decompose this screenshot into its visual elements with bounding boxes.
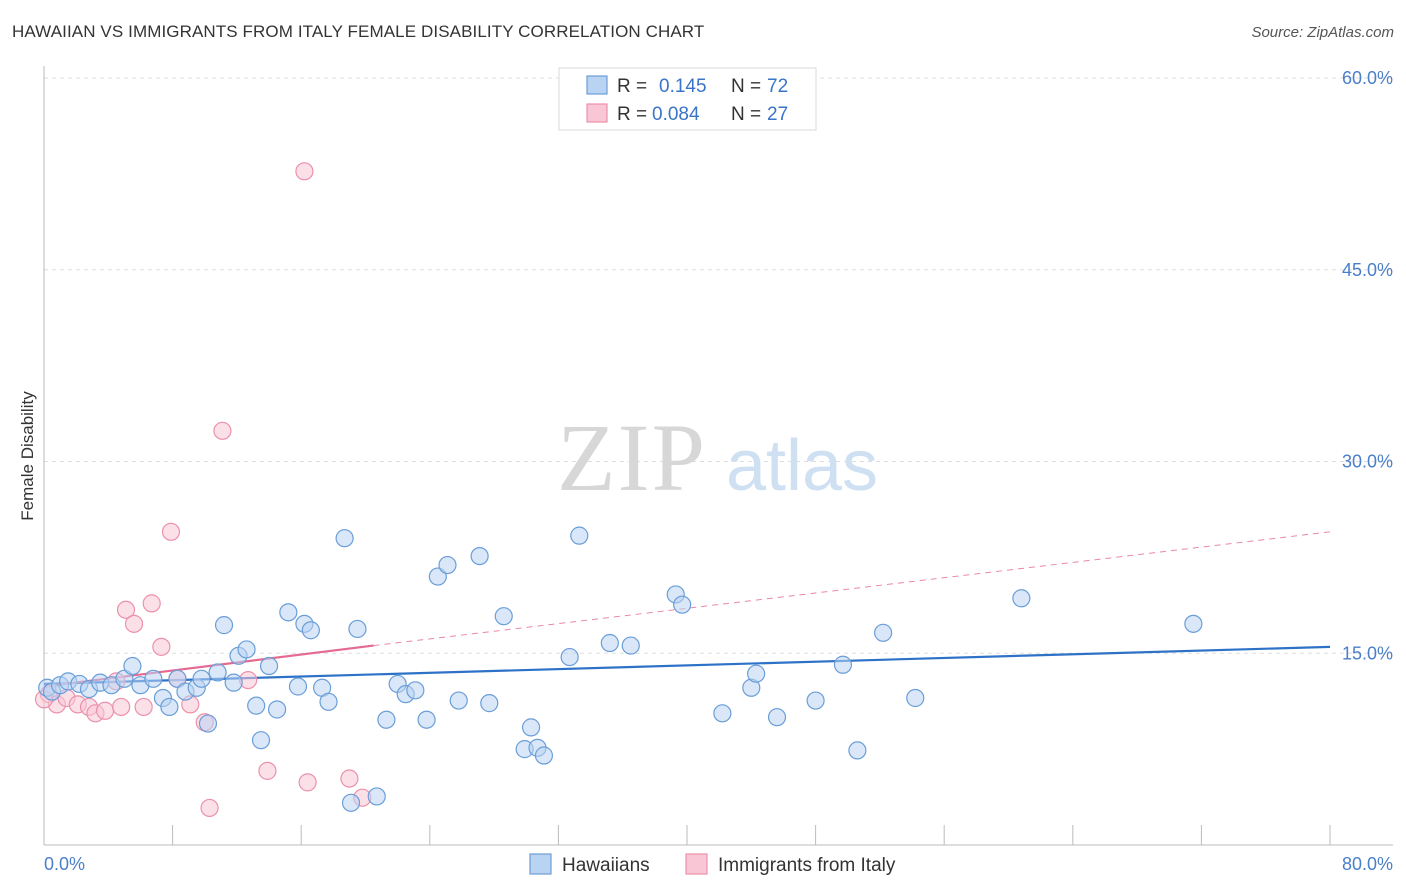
hawaiians-point-18 (198, 714, 218, 733)
hawaiians-point-46 (470, 546, 489, 566)
hawaiians-point-17 (192, 669, 211, 688)
legend-n-value-italy: 27 (767, 104, 788, 125)
hawaiians-point-37 (367, 787, 386, 806)
italy-point-18 (200, 798, 219, 818)
hawaiians-point-25 (251, 731, 271, 750)
hawaiians-point-50 (521, 718, 541, 737)
hawaiians-point-56 (621, 636, 640, 655)
source-credit: Source: ZipAtlas.com (1251, 24, 1394, 41)
legend-r-label-hawaiians: R = (617, 76, 647, 97)
hawaiians-point-64 (833, 655, 853, 674)
hawaiians-point-19 (208, 663, 227, 682)
axes (43, 66, 1393, 846)
hawaiians-point-63 (806, 691, 825, 710)
hawaiians-point-68 (1012, 589, 1031, 608)
hawaiians-point-26 (259, 656, 279, 676)
legend-n-value-hawaiians: 72 (767, 76, 788, 97)
hawaiians-point-27 (267, 700, 287, 719)
hawaiians-point-9 (123, 656, 142, 676)
legend-n-label-hawaiians: N = (731, 76, 761, 97)
y-tick-label-15: 15.0% (1342, 643, 1393, 663)
hawaiians-point-11 (144, 669, 163, 688)
hawaiians-point-23 (237, 640, 256, 659)
hawaiians-point-67 (906, 688, 925, 708)
hawaiians-point-53 (560, 647, 579, 667)
watermark: ZIP atlas (557, 404, 878, 511)
hawaiians-point-8 (115, 669, 134, 688)
hawaiians-point-41 (406, 681, 425, 700)
y-tick-label-30: 30.0% (1342, 452, 1393, 472)
legend-n-label-italy: N = (731, 104, 761, 125)
hawaiians-point-45 (449, 691, 468, 710)
hawaiians-point-69 (1184, 614, 1203, 633)
hawaiians-point-35 (341, 793, 361, 812)
hawaiians-point-31 (301, 621, 320, 640)
x-tick-label-min: 0.0% (44, 854, 85, 874)
x-tick-label-max: 80.0% (1342, 854, 1393, 874)
hawaiians-point-66 (874, 623, 893, 642)
hawaiians-point-59 (713, 704, 732, 723)
chart-title: HAWAIIAN VS IMMIGRANTS FROM ITALY FEMALE… (12, 22, 705, 41)
bottom-legend-swatch-hawaiians (529, 853, 552, 875)
legend-swatch-italy (586, 103, 608, 123)
legend-r-value-italy: 0.084 (652, 104, 700, 125)
italy-point-19 (213, 421, 232, 440)
legend-swatch-hawaiians (586, 75, 608, 95)
hawaiians-point-58 (673, 595, 692, 614)
hawaiians-point-34 (335, 529, 354, 548)
italy-point-14 (161, 522, 181, 541)
y-tick-label-45: 45.0% (1342, 260, 1393, 280)
hawaiians-point-33 (319, 692, 338, 711)
hawaiians-point-20 (214, 616, 234, 635)
hawaiians-point-48 (494, 607, 513, 626)
hawaiians-point-36 (348, 619, 367, 639)
italy-point-24 (340, 769, 359, 788)
series-legend: Hawaiians Immigrants from Italy (529, 853, 896, 876)
italy-point-9 (116, 600, 136, 619)
gridlines (44, 77, 1393, 654)
hawaiians-point-24 (247, 696, 266, 715)
hawaiians-point-52 (534, 746, 554, 765)
hawaiians-point-29 (288, 677, 308, 696)
y-tick-label-60: 60.0% (1342, 68, 1393, 88)
hawaiians-point-47 (480, 694, 499, 713)
legend-r-value-hawaiians: 0.145 (659, 76, 707, 97)
italy-point-23 (295, 162, 314, 181)
hawaiians-point-13 (160, 697, 179, 717)
hawaiians-point-65 (848, 741, 867, 760)
italy-point-11 (134, 697, 153, 717)
correlation-legend: R = 0.145 N = 72 R = 0.084 N = 27 (558, 67, 817, 131)
hawaiians-point-62 (767, 708, 787, 727)
italy-point-22 (298, 773, 317, 792)
series-hawaiians (38, 526, 1203, 812)
y-tick-labels: 15.0% 30.0% 45.0% 60.0% (1342, 68, 1393, 663)
italy-point-12 (142, 594, 161, 613)
hawaiians-point-55 (600, 633, 619, 653)
trend-line-hawaiians (43, 645, 1331, 686)
legend-r-label-italy: R = (617, 104, 647, 125)
italy-point-13 (152, 637, 171, 656)
hawaiians-point-14 (168, 669, 187, 688)
bottom-legend-label-italy: Immigrants from Italy (718, 855, 896, 876)
italy-point-21 (258, 761, 277, 780)
italy-point-8 (112, 697, 131, 717)
hawaiians-point-54 (570, 526, 589, 545)
italy-point-10 (124, 614, 144, 633)
watermark-atlas: atlas (726, 426, 878, 506)
y-axis-label: Female Disability (18, 391, 37, 521)
watermark-zip: ZIP (557, 404, 707, 511)
hawaiians-point-38 (377, 710, 396, 729)
hawaiians-point-61 (747, 664, 766, 683)
bottom-legend-label-hawaiians: Hawaiians (562, 855, 650, 876)
italy-point-6 (95, 701, 115, 720)
hawaiians-point-44 (438, 555, 457, 575)
bottom-legend-swatch-italy (685, 853, 708, 875)
hawaiians-point-28 (279, 603, 298, 622)
hawaiians-point-42 (417, 710, 436, 729)
hawaiians-point-21 (224, 673, 243, 692)
